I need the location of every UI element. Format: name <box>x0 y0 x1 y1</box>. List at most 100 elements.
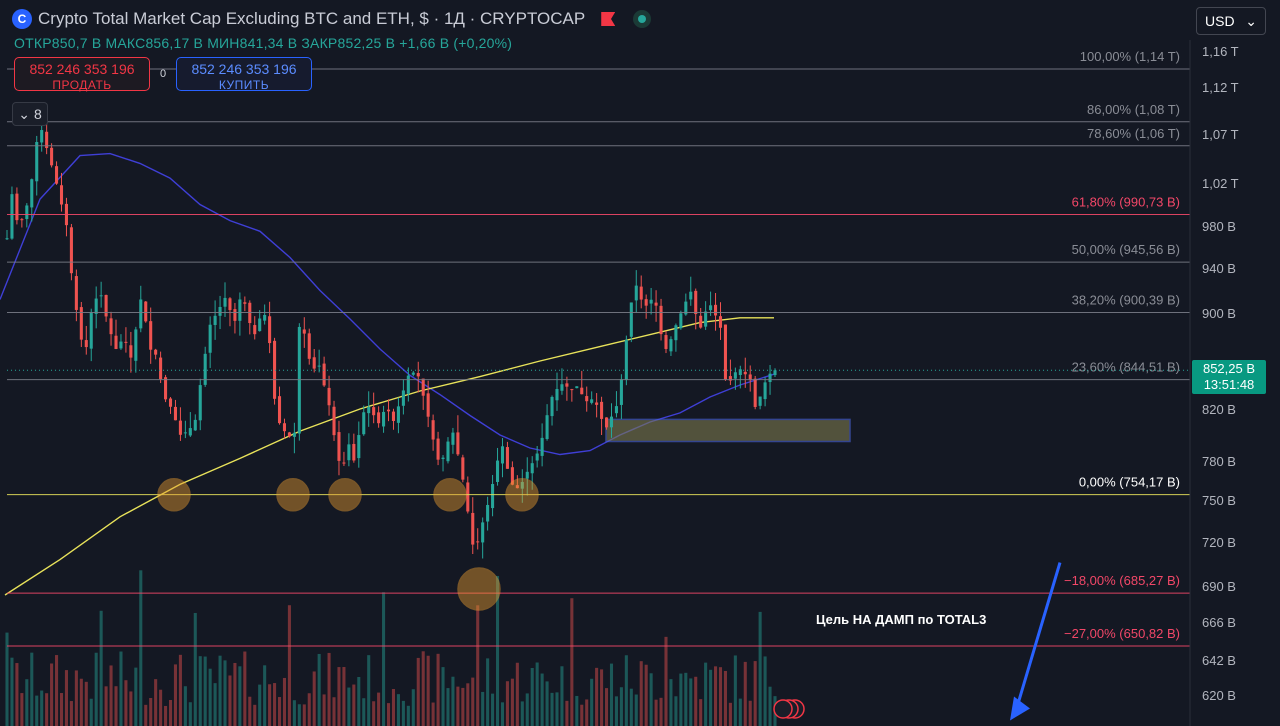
volume-bar <box>684 672 688 726</box>
candle <box>233 309 237 321</box>
candle <box>689 291 693 300</box>
volume-bar <box>35 695 39 726</box>
volume-bar <box>728 702 732 726</box>
volume-bar <box>332 697 336 726</box>
touch-marker <box>433 478 467 512</box>
candle <box>357 435 361 459</box>
fibonacci-retracement: 100,00% (1,14 T) 86,00% (1,08 T) 78,60% (1… <box>7 49 1190 647</box>
candle <box>694 290 698 315</box>
candle <box>540 437 544 456</box>
volume-bar <box>570 598 574 726</box>
indicators-toggle-button[interactable]: ⌄ 8 <box>12 102 48 126</box>
candle <box>168 398 173 407</box>
candle <box>416 373 420 377</box>
candle <box>94 298 98 314</box>
candle <box>5 238 9 240</box>
volume-bar <box>124 680 128 726</box>
volume-bar <box>619 687 623 726</box>
candle <box>505 447 509 469</box>
volume-bar <box>471 677 475 726</box>
volume-bar <box>25 679 29 726</box>
sell-price: 852 246 353 196 <box>29 61 135 77</box>
volume-bar <box>505 681 509 726</box>
candle <box>604 417 609 428</box>
symbol-title[interactable]: Crypto Total Market Cap Excluding BTC an… <box>38 9 586 28</box>
volume-bar <box>134 667 138 726</box>
flag-icon[interactable] <box>601 12 616 26</box>
candle <box>451 432 455 445</box>
annotation-arrow <box>1014 562 1062 711</box>
volume-bar <box>69 701 73 726</box>
volume-bar <box>600 669 604 726</box>
candle <box>223 297 227 307</box>
candle <box>258 318 262 332</box>
candle <box>114 335 118 349</box>
volume-bar <box>109 665 113 726</box>
volume-bar <box>733 655 737 726</box>
volume-bar <box>193 612 197 726</box>
volume-bar <box>386 703 391 726</box>
indicator-count: 8 <box>33 106 42 122</box>
volume-bar <box>580 704 584 726</box>
candle <box>555 389 559 401</box>
volume-bar <box>738 698 742 726</box>
candle <box>421 378 425 396</box>
candle <box>253 325 257 335</box>
candle <box>545 415 549 440</box>
close-label: ЗАКР <box>301 35 338 51</box>
volume-bar <box>664 636 668 726</box>
candle <box>332 406 336 436</box>
buy-button[interactable]: 852 246 353 196 КУПИТЬ <box>176 57 312 92</box>
volume-bar <box>396 694 400 726</box>
candle <box>510 467 514 485</box>
candle <box>109 318 113 335</box>
candle <box>743 371 747 375</box>
candle <box>10 194 14 239</box>
low-value: 841,34 B <box>239 35 298 51</box>
candle <box>134 329 138 361</box>
candle <box>218 306 222 316</box>
bar-countdown: 13:51:48 <box>1203 377 1255 392</box>
price-axis[interactable]: 1,16 T 1,12 T 1,07 T 1,02 T 980 B 940 B 900 B 8… <box>1189 40 1239 726</box>
candle <box>347 444 351 461</box>
volume-bar <box>367 655 371 726</box>
candle <box>322 363 326 386</box>
volume-bar <box>535 662 539 726</box>
volume-bar <box>624 655 628 726</box>
volume-bar <box>253 704 257 726</box>
candle <box>154 349 158 355</box>
sell-button[interactable]: 852 246 353 196 ПРОДАТЬ <box>14 57 150 92</box>
candle <box>426 393 430 417</box>
volume-bar <box>208 668 212 726</box>
volume-bar <box>104 686 108 726</box>
candle <box>367 406 371 414</box>
volume-bar <box>476 605 480 726</box>
fib-level-label: −27,00% (650,82 B) <box>1064 626 1180 641</box>
candle <box>634 285 638 301</box>
volume-bar <box>595 667 599 726</box>
volume-bar <box>302 704 306 726</box>
candle <box>624 339 628 380</box>
fib-level-label: 61,80% (990,73 B) <box>1072 194 1180 209</box>
volume-bar <box>649 673 653 726</box>
volume-bar <box>555 692 559 726</box>
volume-bar <box>763 656 767 726</box>
candle <box>149 321 153 350</box>
volume-bar <box>372 701 376 726</box>
currency-select[interactable]: USD ⌄ <box>1196 7 1266 35</box>
market-status-icon[interactable] <box>633 10 652 28</box>
last-price-value: 852,25 B <box>1202 361 1256 376</box>
volume-bar <box>699 699 703 726</box>
volume-bar <box>674 696 678 726</box>
candle <box>595 402 599 405</box>
annotation: Цель НА ДАМП по TOTAL3 <box>773 562 1062 721</box>
candle <box>436 438 440 460</box>
open-value: 850,7 B <box>51 35 102 51</box>
last-price-tag: 852,25 B 13:51:48 <box>1192 360 1266 394</box>
chart-header: C Crypto Total Market Cap Excluding BTC … <box>12 8 652 30</box>
candle <box>773 370 777 376</box>
volume-bar <box>659 697 663 726</box>
price-tick-label: 900 B <box>1202 306 1236 321</box>
candle <box>619 379 623 405</box>
